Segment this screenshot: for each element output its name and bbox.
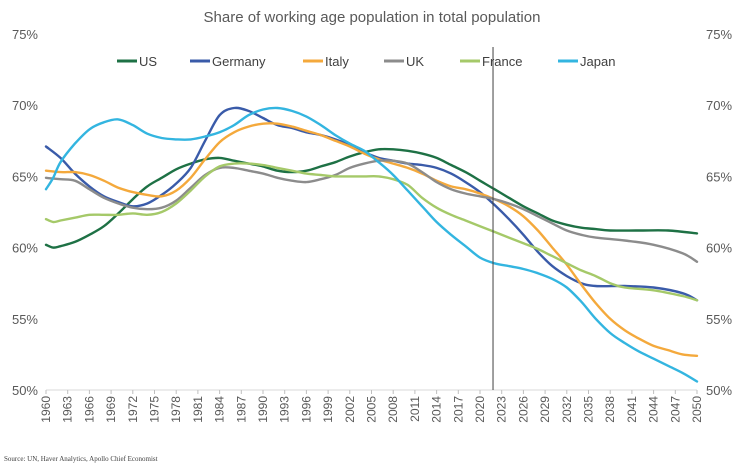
x-tick-label: 2038 xyxy=(603,396,617,423)
x-tick-label: 1984 xyxy=(213,396,227,423)
x-tick-label: 2011 xyxy=(408,396,422,422)
y-tick-label-right: 55% xyxy=(706,312,732,327)
y-tick-label-right: 65% xyxy=(706,169,732,184)
x-tick-label: 2041 xyxy=(625,396,639,423)
x-tick-label: 1966 xyxy=(82,396,96,423)
x-tick-label: 1999 xyxy=(321,396,335,423)
x-tick-label: 2044 xyxy=(647,396,661,423)
series-line-us xyxy=(44,147,699,249)
x-tick-label: 2047 xyxy=(668,396,682,423)
series-line-japan xyxy=(44,106,699,383)
series-line-uk xyxy=(44,159,699,263)
x-tick-label: 2023 xyxy=(495,396,509,423)
y-axis-left: 50% 55% 60% 65% 70% 75% xyxy=(12,27,38,398)
y-tick-label-left: 65% xyxy=(12,169,38,184)
x-tick-label: 1960 xyxy=(39,396,53,423)
x-tick-label: 2026 xyxy=(516,396,530,423)
x-tick-label: 2014 xyxy=(430,396,444,423)
legend-label-uk: UK xyxy=(406,54,424,69)
y-tick-label-right: 50% xyxy=(706,383,732,398)
x-tick-label: 2032 xyxy=(560,396,574,423)
legend-label-italy: Italy xyxy=(325,54,349,69)
series-line-germany xyxy=(44,106,699,302)
x-tick-label: 1981 xyxy=(191,396,205,423)
x-tick-label: 2050 xyxy=(690,396,704,423)
x-tick-label: 1978 xyxy=(169,396,183,423)
series-group xyxy=(44,106,699,383)
x-tick-label: 2002 xyxy=(343,396,357,423)
x-tick-label: 2035 xyxy=(582,396,596,423)
x-tick-label: 2017 xyxy=(451,396,465,423)
x-tick-label: 1969 xyxy=(104,396,118,423)
x-tick-label: 2020 xyxy=(473,396,487,423)
y-tick-label-right: 60% xyxy=(706,241,732,256)
legend-label-us: US xyxy=(139,54,157,69)
x-tick-label: 1993 xyxy=(278,396,292,423)
legend-label-japan: Japan xyxy=(580,54,615,69)
x-tick-label: 1990 xyxy=(256,396,270,423)
x-tick-label: 2005 xyxy=(365,396,379,423)
y-tick-label-left: 50% xyxy=(12,383,38,398)
source-note: Source: UN, Haver Analytics, Apollo Chie… xyxy=(4,455,158,463)
chart-title: Share of working age population in total… xyxy=(204,9,541,26)
x-tick-label: 1987 xyxy=(234,396,248,423)
x-tick-label: 2029 xyxy=(538,396,552,423)
x-axis: 1960 1963 1966 1969 1972 1975 1978 1981 1984 1987… xyxy=(39,389,704,423)
x-tick-label: 2008 xyxy=(386,396,400,423)
x-tick-label: 1972 xyxy=(126,396,140,423)
x-tick-label: 1996 xyxy=(299,396,313,423)
y-tick-label-left: 75% xyxy=(12,27,38,42)
legend: US Germany Italy UK France Japan xyxy=(117,54,615,69)
y-axis-right: 50% 55% 60% 65% 70% 75% xyxy=(706,27,732,398)
x-tick-label: 1975 xyxy=(148,396,162,423)
y-tick-label-left: 55% xyxy=(12,312,38,327)
y-tick-label-left: 70% xyxy=(12,98,38,113)
legend-label-germany: Germany xyxy=(212,54,266,69)
series-line-france xyxy=(44,162,699,302)
y-tick-label-left: 60% xyxy=(12,241,38,256)
legend-label-france: France xyxy=(482,54,522,69)
y-tick-label-right: 75% xyxy=(706,27,732,42)
x-tick-label: 1963 xyxy=(61,396,75,423)
y-tick-label-right: 70% xyxy=(706,98,732,113)
